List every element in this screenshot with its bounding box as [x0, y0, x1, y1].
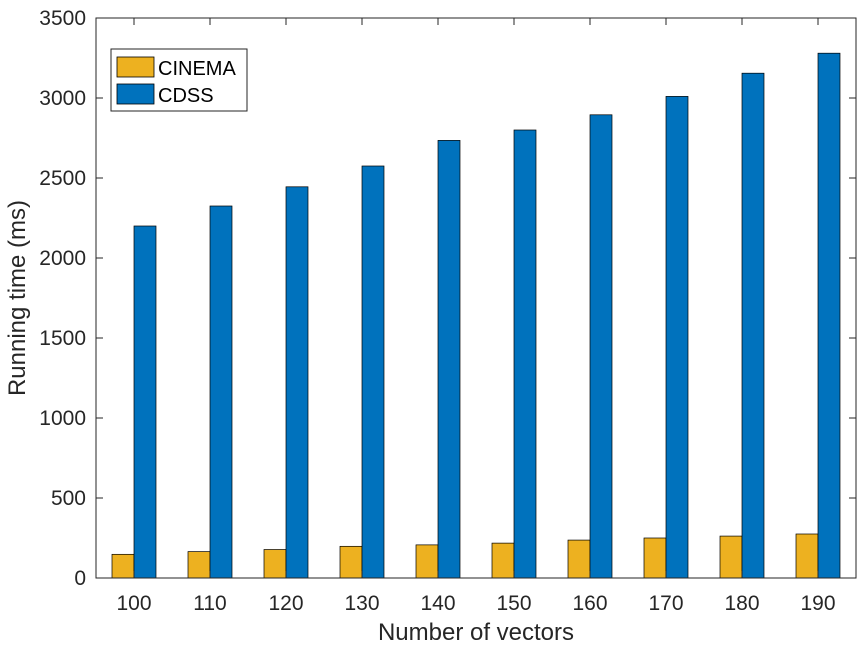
bar-cdss-120 [285, 186, 309, 579]
y-tick-label: 1500 [39, 327, 86, 350]
bar-cdss-150 [513, 129, 537, 579]
x-tick-label: 120 [268, 592, 303, 615]
y-tick-label: 1000 [39, 407, 86, 430]
bar-cinema-150 [491, 542, 515, 579]
bar-cdss-180 [741, 72, 765, 579]
legend-swatch-cinema [116, 56, 155, 78]
y-axis-title: Running time (ms) [4, 200, 31, 396]
y-tick-label: 0 [74, 567, 86, 590]
bar-cdss-110 [209, 205, 233, 579]
bar-cdss-190 [817, 52, 841, 579]
bar-cinema-120 [263, 549, 287, 579]
x-tick-label: 100 [116, 592, 151, 615]
x-tick-label: 110 [193, 592, 226, 615]
x-tick-label: 170 [648, 592, 683, 615]
bars-group [111, 52, 841, 579]
bar-cdss-140 [437, 140, 461, 579]
bar-cdss-100 [133, 225, 157, 579]
legend: CINEMA CDSS [110, 48, 248, 112]
bar-cinema-180 [719, 535, 743, 579]
bar-cinema-170 [643, 537, 667, 579]
bar-cdss-130 [361, 165, 385, 579]
y-axis-ticks: 0 500 1000 1500 2000 2500 3000 3500 [39, 7, 856, 590]
x-tick-label: 160 [572, 592, 607, 615]
legend-swatch-cdss [116, 83, 155, 105]
y-tick-label: 2500 [39, 167, 86, 190]
y-tick-label: 500 [51, 487, 86, 510]
x-tick-label: 140 [420, 592, 455, 615]
y-tick-label: 2000 [39, 247, 86, 270]
y-tick-label: 3000 [39, 87, 86, 110]
x-tick-label: 180 [724, 592, 759, 615]
x-tick-label: 130 [344, 592, 379, 615]
bar-cinema-110 [187, 551, 211, 579]
bar-cinema-130 [339, 545, 363, 579]
bar-cinema-140 [415, 544, 439, 579]
bar-cdss-170 [665, 96, 689, 579]
bar-cinema-190 [795, 533, 819, 579]
y-tick-label: 3500 [39, 7, 86, 30]
plot-frame [95, 17, 857, 579]
x-axis-title: Number of vectors [378, 619, 574, 646]
x-tick-label: 190 [800, 592, 835, 615]
x-axis-ticks: 100 110 120 130 140 150 160 170 180 190 [116, 18, 836, 615]
bar-cinema-160 [567, 539, 591, 579]
x-tick-label: 150 [496, 592, 531, 615]
legend-label-cinema: CINEMA [158, 58, 236, 80]
legend-label-cdss: CDSS [158, 85, 214, 107]
bar-cinema-100 [111, 553, 135, 579]
bar-cdss-160 [589, 114, 613, 579]
